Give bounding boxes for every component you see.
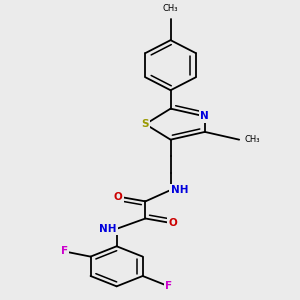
Text: F: F — [165, 281, 172, 291]
Text: F: F — [61, 246, 68, 256]
Text: N: N — [200, 111, 209, 122]
Text: NH: NH — [171, 185, 188, 195]
Text: O: O — [114, 191, 122, 202]
Text: CH₃: CH₃ — [163, 4, 178, 13]
Text: CH₃: CH₃ — [245, 135, 260, 144]
Text: S: S — [142, 119, 149, 129]
Text: NH: NH — [99, 224, 117, 234]
Text: O: O — [169, 218, 177, 228]
